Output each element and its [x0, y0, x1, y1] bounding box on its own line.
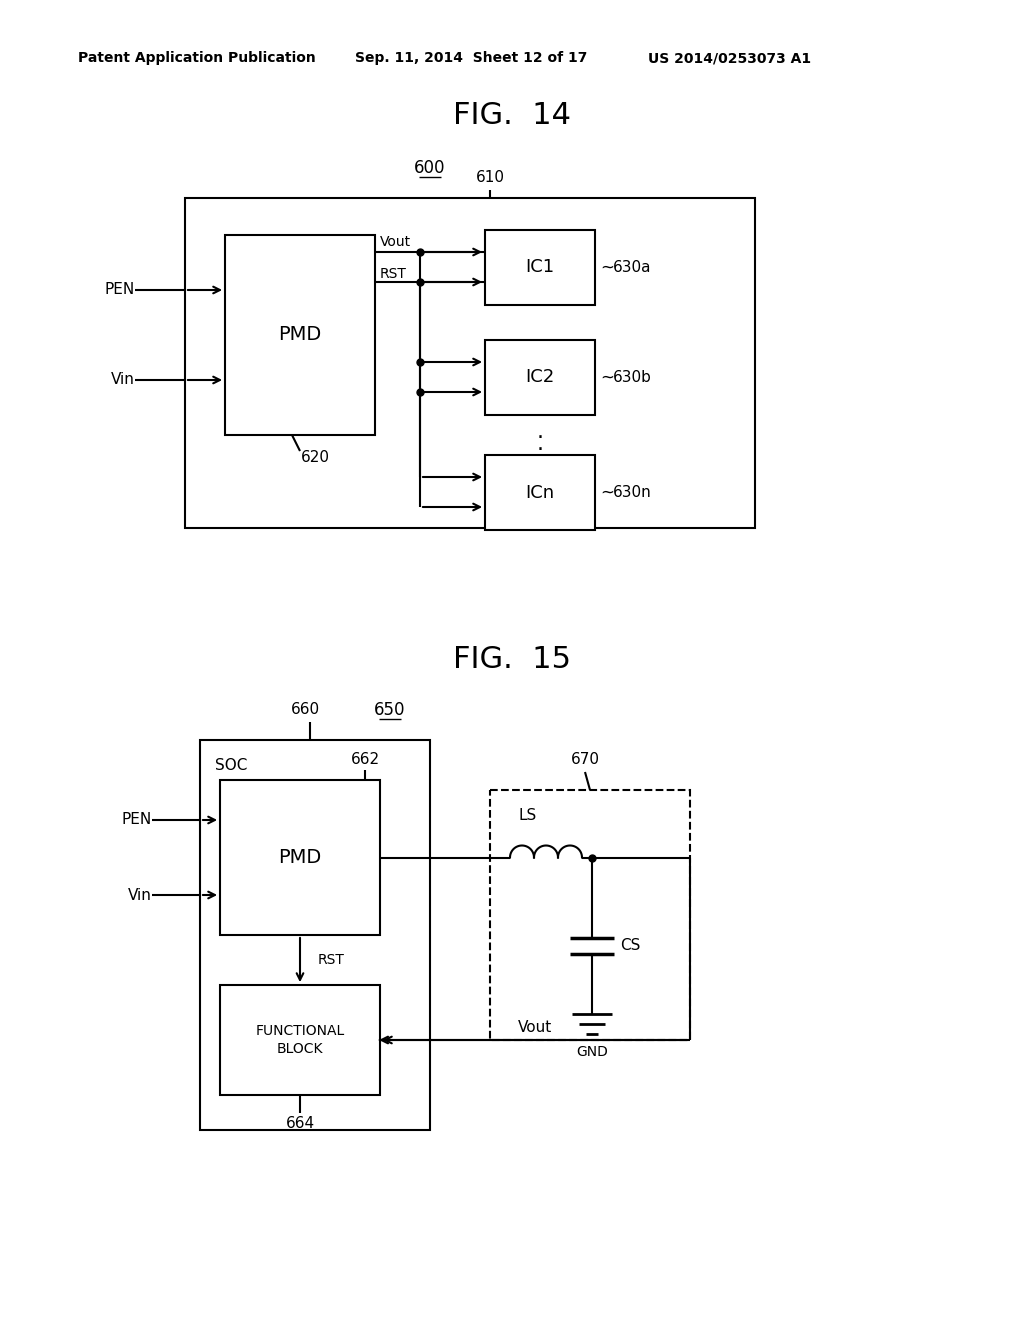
Text: 610: 610 [475, 170, 505, 186]
Text: Vout: Vout [380, 235, 411, 249]
Text: PMD: PMD [279, 847, 322, 867]
Text: 600: 600 [415, 158, 445, 177]
Bar [185, 198, 755, 528]
Text: 630a: 630a [613, 260, 651, 275]
Text: ~: ~ [600, 259, 614, 276]
Bar [220, 780, 380, 935]
Text: RST: RST [380, 267, 407, 281]
Text: .: . [537, 422, 544, 442]
Text: FIG.  15: FIG. 15 [453, 645, 571, 675]
Bar [485, 341, 595, 414]
Bar [200, 741, 430, 1130]
Text: RST: RST [318, 953, 345, 968]
Text: US 2014/0253073 A1: US 2014/0253073 A1 [648, 51, 811, 65]
Text: 670: 670 [570, 752, 599, 767]
Text: Vout: Vout [518, 1020, 552, 1035]
Text: LS: LS [518, 808, 537, 822]
Text: 630b: 630b [613, 370, 652, 385]
Text: PEN: PEN [104, 282, 135, 297]
Text: GND: GND [577, 1045, 608, 1060]
Text: .: . [537, 434, 544, 454]
Text: 662: 662 [350, 752, 380, 767]
Bar [490, 789, 690, 1040]
Text: CS: CS [620, 939, 640, 953]
Text: 660: 660 [291, 702, 319, 718]
Text: FUNCTIONAL: FUNCTIONAL [255, 1024, 345, 1038]
Text: ~: ~ [600, 483, 614, 502]
Text: ICn: ICn [525, 483, 555, 502]
Text: PMD: PMD [279, 326, 322, 345]
Bar [485, 230, 595, 305]
Text: 630n: 630n [613, 484, 651, 500]
Text: IC1: IC1 [525, 259, 555, 276]
Text: Vin: Vin [128, 887, 152, 903]
Bar [220, 985, 380, 1096]
Text: 620: 620 [300, 450, 330, 465]
Text: Sep. 11, 2014  Sheet 12 of 17: Sep. 11, 2014 Sheet 12 of 17 [355, 51, 588, 65]
Bar [485, 455, 595, 531]
Text: ~: ~ [600, 368, 614, 387]
Text: SOC: SOC [215, 758, 248, 774]
Text: FIG.  14: FIG. 14 [453, 100, 571, 129]
Bar [225, 235, 375, 436]
Text: 664: 664 [286, 1115, 314, 1130]
Text: PEN: PEN [122, 813, 152, 828]
Text: IC2: IC2 [525, 368, 555, 387]
Text: BLOCK: BLOCK [276, 1041, 324, 1056]
Text: Vin: Vin [112, 372, 135, 388]
Text: Patent Application Publication: Patent Application Publication [78, 51, 315, 65]
Text: 650: 650 [374, 701, 406, 719]
